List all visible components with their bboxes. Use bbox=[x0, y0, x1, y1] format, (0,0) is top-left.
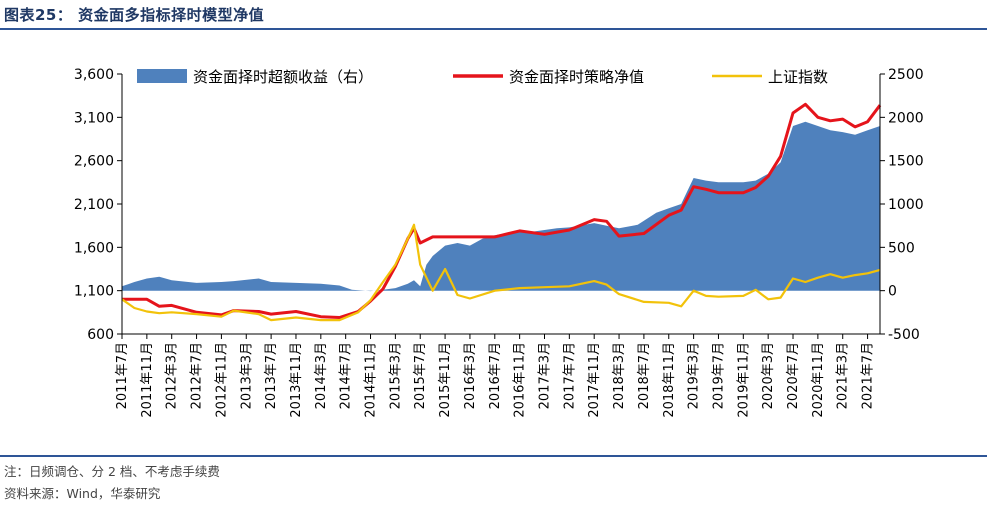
y-left-tick-label: 1,100 bbox=[74, 284, 114, 300]
x-tick-label: 2020年11月 bbox=[811, 342, 826, 418]
x-tick-label: 2012年7月 bbox=[190, 342, 205, 409]
chart-source: 资料来源：Wind，华泰研究 bbox=[4, 486, 161, 501]
y-right-tick-label: 0 bbox=[888, 284, 897, 300]
x-tick-label: 2012年11月 bbox=[214, 342, 229, 418]
y-left-tick-label: 1,600 bbox=[74, 240, 114, 256]
series-area-excess-return bbox=[122, 121, 880, 292]
x-tick-label: 2015年7月 bbox=[413, 342, 428, 409]
y-right-tick-label: -500 bbox=[888, 327, 920, 343]
excess-return-area-group bbox=[122, 121, 880, 292]
x-tick-label: 2016年7月 bbox=[488, 342, 503, 409]
legend-swatch-area bbox=[137, 69, 187, 83]
x-tick-label: 2018年11月 bbox=[662, 342, 677, 418]
line-series-group bbox=[121, 102, 882, 322]
y-left-tick-label: 600 bbox=[87, 327, 114, 343]
x-tick-label: 2013年7月 bbox=[264, 342, 279, 409]
x-tick-label: 2021年7月 bbox=[861, 342, 876, 409]
legend-label: 资金面择时超额收益（右） bbox=[193, 68, 373, 86]
y-right-tick-label: 2000 bbox=[888, 110, 924, 126]
x-tick-label: 2018年3月 bbox=[612, 342, 627, 409]
legend: 资金面择时超额收益（右） 资金面择时策略净值 上证指数 bbox=[137, 68, 828, 86]
series-line-1 bbox=[122, 102, 882, 319]
x-tick-label: 2014年3月 bbox=[314, 342, 329, 409]
y-right-tick-label: 1500 bbox=[888, 154, 924, 170]
y-right-tick-label: 1000 bbox=[888, 197, 924, 213]
figure-title: 图表25： 资金面多指标择时模型净值 bbox=[4, 6, 265, 24]
x-tick-label: 2017年11月 bbox=[587, 342, 602, 418]
x-tick-label: 2019年7月 bbox=[711, 342, 726, 409]
legend-label: 资金面择时策略净值 bbox=[509, 68, 644, 86]
x-tick-label: 2013年3月 bbox=[239, 342, 254, 409]
chart: 600 1,100 1,600 2,100 2,600 3,100 3,600 -500 0 50… bbox=[74, 67, 924, 418]
x-tick-label: 2019年11月 bbox=[736, 342, 751, 418]
x-tick-label: 2011年11月 bbox=[140, 342, 155, 418]
footer-divider bbox=[0, 455, 987, 457]
y-left-tick-label: 3,100 bbox=[74, 110, 114, 126]
title-divider bbox=[0, 28, 987, 30]
x-tick-label: 2011年7月 bbox=[115, 342, 130, 409]
y-left-tick-label: 2,600 bbox=[74, 154, 114, 170]
y-right-tick-label: 500 bbox=[888, 240, 915, 256]
axes-group: 600 1,100 1,600 2,100 2,600 3,100 3,600 -500 0 50… bbox=[74, 67, 924, 418]
x-tick-label: 2018年7月 bbox=[637, 342, 652, 409]
y-right-tick-label: 2500 bbox=[888, 67, 924, 83]
x-tick-label: 2014年11月 bbox=[364, 342, 379, 418]
chart-note: 注：日频调仓、分 2 档、不考虑手续费 bbox=[4, 464, 220, 479]
series-line-2 bbox=[121, 223, 881, 322]
x-tick-label: 2019年3月 bbox=[687, 342, 702, 409]
legend-label: 上证指数 bbox=[768, 68, 828, 86]
x-tick-label: 2014年7月 bbox=[339, 342, 354, 409]
x-tick-label: 2013年11月 bbox=[289, 342, 304, 418]
y-left-tick-label: 2,100 bbox=[74, 197, 114, 213]
y-left-tick-label: 3,600 bbox=[74, 67, 114, 83]
x-tick-label: 2015年3月 bbox=[388, 342, 403, 409]
x-tick-label: 2020年3月 bbox=[761, 342, 776, 409]
x-tick-label: 2016年11月 bbox=[513, 342, 528, 418]
x-tick-label: 2017年7月 bbox=[562, 342, 577, 409]
x-tick-label: 2016年3月 bbox=[463, 342, 478, 409]
x-tick-label: 2017年3月 bbox=[537, 342, 552, 409]
x-tick-label: 2012年3月 bbox=[165, 342, 180, 409]
x-tick-label: 2020年7月 bbox=[786, 342, 801, 409]
x-tick-label: 2015年11月 bbox=[438, 342, 453, 418]
x-tick-label: 2021年3月 bbox=[836, 342, 851, 409]
